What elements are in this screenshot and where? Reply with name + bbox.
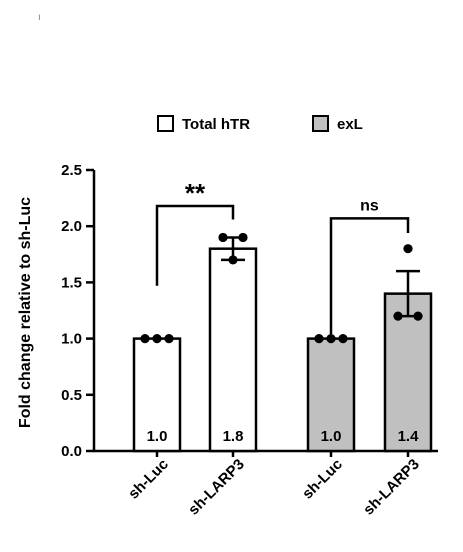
data-point — [152, 334, 162, 344]
x-tick-label: sh-LARP3 — [185, 456, 248, 519]
x-tick-label: sh-Luc — [299, 456, 346, 503]
data-point — [140, 334, 150, 344]
data-point — [413, 311, 423, 321]
legend: Total hTR exL — [157, 115, 363, 133]
data-point — [228, 255, 238, 265]
bar-value-label: 1.8 — [223, 428, 244, 445]
y-tick-label: 0.0 — [61, 443, 82, 460]
legend-label: Total hTR — [182, 116, 250, 133]
x-tick-label: sh-LARP3 — [360, 456, 423, 519]
significance-bracket — [329, 217, 410, 335]
legend-label: exL — [337, 116, 363, 133]
bar-value-label: 1.0 — [321, 428, 342, 445]
y-tick-label: 2.5 — [61, 162, 82, 179]
bar — [383, 292, 433, 453]
y-axis-title: Fold change relative to sh-Luc — [17, 197, 34, 428]
data-point — [238, 232, 248, 243]
data-point — [326, 334, 336, 344]
data-point — [393, 311, 403, 321]
data-point — [314, 334, 324, 344]
data-point — [218, 232, 228, 243]
y-tick-label: 2.0 — [61, 218, 82, 235]
bar-value-label: 1.0 — [147, 428, 168, 445]
bar-value-label: 1.4 — [398, 428, 420, 445]
significance-label: ** — [185, 178, 206, 208]
y-tick-label: 1.0 — [61, 331, 82, 348]
data-point — [164, 334, 174, 344]
legend-swatch — [312, 115, 329, 132]
bar — [208, 247, 258, 453]
significance-bracket — [155, 204, 235, 286]
data-point — [338, 334, 348, 344]
plot-area: 1.0 sh-Luc 1.8 sh-LARP3 1.0 sh-Luc 1.4 sh-LARP3… — [125, 178, 433, 519]
y-tick-label: 0.5 — [61, 387, 82, 404]
stray-mark: ı — [38, 12, 41, 23]
data-point — [403, 244, 413, 254]
legend-swatch — [157, 115, 174, 132]
significance-label: ns — [360, 197, 379, 214]
x-tick-label: sh-Luc — [125, 456, 172, 503]
bar — [132, 337, 182, 453]
y-tick-label: 1.5 — [61, 274, 82, 291]
